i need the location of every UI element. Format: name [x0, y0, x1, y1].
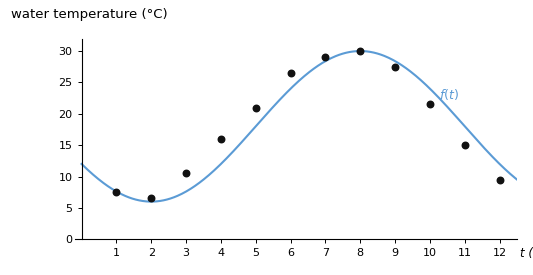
- Text: $f(t)$: $f(t)$: [439, 87, 458, 102]
- Point: [356, 49, 365, 53]
- Point: [321, 55, 330, 59]
- Point: [252, 105, 260, 110]
- Point: [461, 143, 469, 147]
- Text: water temperature (°C): water temperature (°C): [11, 8, 167, 21]
- Point: [426, 102, 434, 107]
- Point: [286, 71, 295, 75]
- Point: [112, 190, 120, 194]
- Point: [216, 137, 225, 141]
- Point: [147, 196, 156, 201]
- Text: t (months): t (months): [521, 247, 533, 260]
- Point: [495, 177, 504, 182]
- Point: [182, 171, 190, 175]
- Point: [391, 65, 399, 69]
